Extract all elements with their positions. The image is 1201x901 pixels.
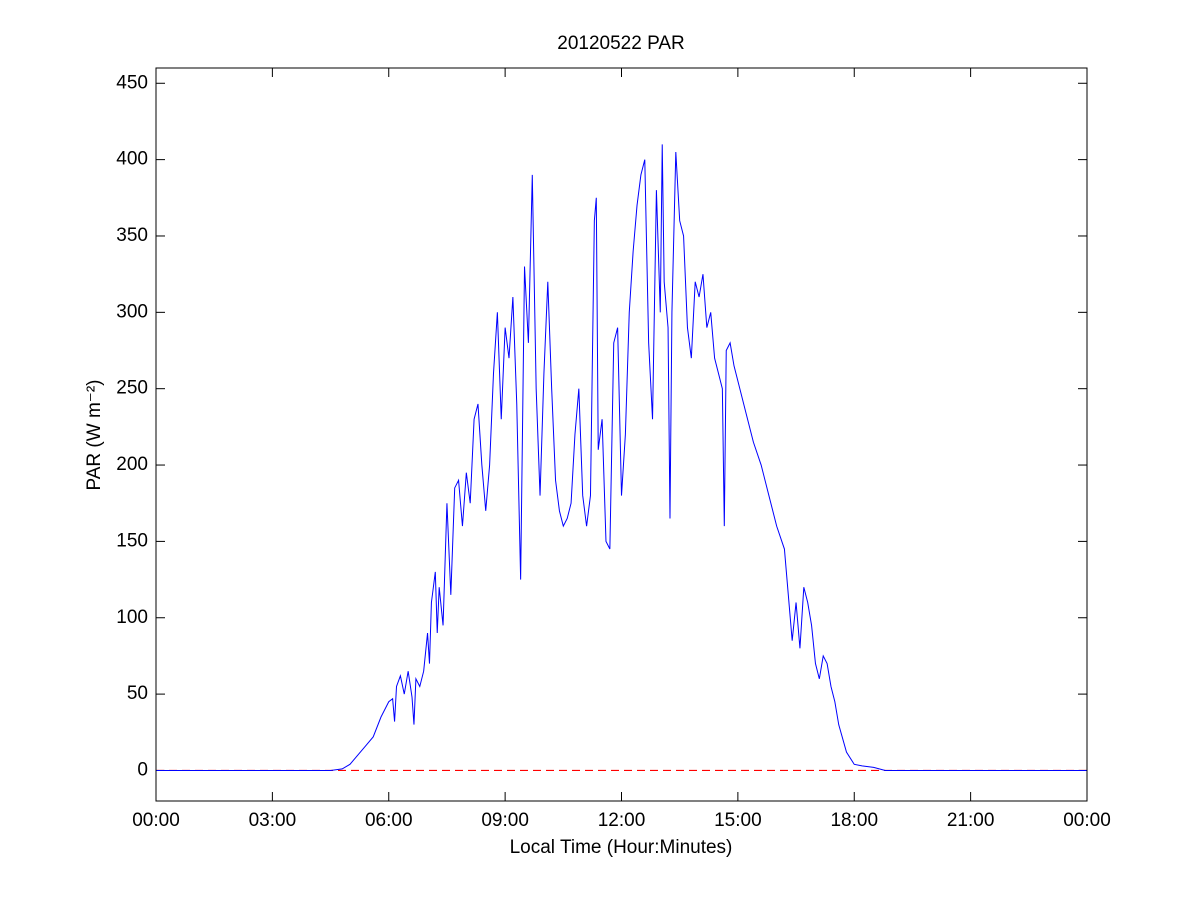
y-tick-label: 450	[116, 72, 148, 93]
y-tick-label: 50	[127, 683, 148, 704]
x-tick-label: 06:00	[365, 810, 413, 831]
x-tick-label: 00:00	[1063, 810, 1111, 831]
plot-frame	[155, 67, 1088, 802]
x-axis-label: Local Time (Hour:Minutes)	[510, 837, 733, 858]
x-tick-label: 09:00	[481, 810, 529, 831]
y-axis-label: PAR (W m⁻²)	[84, 380, 105, 491]
y-tick-label: 250	[116, 378, 148, 399]
y-tick-label: 0	[137, 759, 148, 780]
y-tick-label: 350	[116, 225, 148, 246]
x-tick-label: 00:00	[132, 810, 180, 831]
data-line	[156, 144, 1087, 771]
x-tick-label: 12:00	[598, 810, 646, 831]
chart-title: 20120522 PAR	[557, 33, 684, 54]
x-tick-label: 03:00	[249, 810, 297, 831]
y-tick-label: 300	[116, 301, 148, 322]
x-tick-label: 18:00	[830, 810, 878, 831]
y-tick-label: 150	[116, 530, 148, 551]
x-tick-label: 15:00	[714, 810, 762, 831]
y-tick-label: 100	[116, 607, 148, 628]
x-tick-label: 21:00	[947, 810, 995, 831]
y-tick-label: 200	[116, 454, 148, 475]
y-tick-label: 400	[116, 149, 148, 170]
